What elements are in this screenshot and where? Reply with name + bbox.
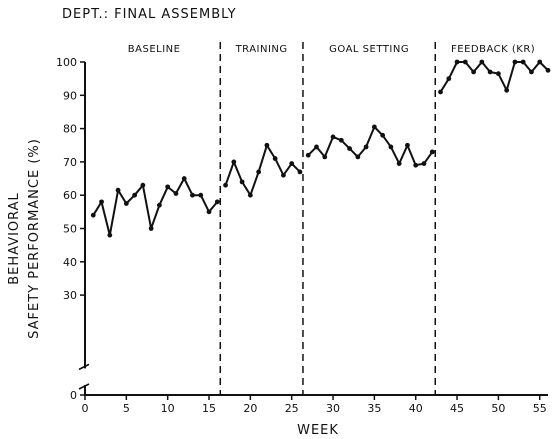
y-tick-label: 40 (63, 256, 77, 269)
x-tick-label: 15 (202, 402, 216, 415)
x-tick-label: 45 (450, 402, 464, 415)
y-tick-label: 50 (63, 223, 77, 236)
data-point (429, 149, 435, 155)
x-tick-label: 30 (326, 402, 340, 415)
data-point (545, 67, 551, 73)
data-point (99, 199, 104, 205)
y-axis-label: BEHAVIORAL SAFETY PERFORMANCE (%) (7, 138, 42, 339)
data-point (504, 87, 510, 93)
data-point (405, 142, 410, 148)
x-tick-label: 20 (243, 402, 257, 415)
data-point (314, 144, 319, 150)
axes: 0 5 10 15 20 25 30 35 40 45 50 55 0 30 40 50 60 70 80 90 100 (56, 56, 548, 415)
data-point (206, 209, 212, 215)
data-point (231, 159, 237, 165)
data-point (223, 182, 228, 188)
x-axis-label: WEEK (297, 423, 339, 438)
data-point (322, 154, 328, 160)
y-tick-label: 30 (63, 289, 77, 302)
data-point (347, 146, 352, 151)
x-tick-label: 5 (123, 402, 130, 415)
data-point (214, 199, 220, 205)
y-axis-label-line: BEHAVIORAL (7, 192, 22, 285)
data-point (256, 169, 262, 175)
phase-label: BASELINE (128, 44, 181, 55)
data-point (330, 134, 336, 140)
data-point (297, 169, 303, 175)
data-point (413, 162, 419, 168)
data-point (479, 59, 485, 65)
data-point (190, 192, 195, 198)
phase-boundaries (219, 42, 436, 395)
y-tick-label: 90 (63, 89, 77, 102)
data-point (181, 176, 187, 181)
data-point (239, 179, 245, 185)
data-point (90, 212, 96, 218)
data-point (157, 202, 162, 208)
data-point (264, 142, 270, 148)
y-tick-label: 70 (63, 156, 77, 169)
y-tick-label: 100 (56, 56, 77, 69)
series-line (92, 177, 219, 237)
data-point (421, 161, 427, 166)
x-tick-label: 10 (161, 402, 175, 415)
series-line (224, 144, 301, 197)
data-point (529, 69, 534, 75)
data-point (462, 59, 468, 65)
data-point (165, 184, 171, 190)
data-point (148, 226, 154, 231)
data-point (198, 192, 204, 198)
x-tick-label: 50 (491, 402, 505, 415)
y-axis-label-line: SAFETY PERFORMANCE (%) (27, 138, 42, 339)
data-point (115, 187, 121, 193)
x-tick-label: 35 (367, 402, 381, 415)
data-point (305, 152, 311, 158)
phase-label: TRAINING (235, 44, 288, 55)
data-point (123, 201, 129, 206)
y-tick-label: 80 (63, 123, 77, 136)
data-point (281, 172, 286, 178)
data-point (380, 132, 386, 138)
phase-label: FEEDBACK (KR) (451, 44, 535, 55)
axis-break-mark (78, 363, 90, 390)
data-series (90, 59, 551, 238)
data-point (355, 154, 361, 160)
x-tick-label: 0 (82, 402, 89, 415)
x-tick-label: 25 (285, 402, 299, 415)
y-tick-label: 60 (63, 189, 77, 202)
data-point (132, 192, 138, 198)
data-point (495, 71, 501, 77)
data-point (446, 76, 452, 82)
data-point (140, 182, 146, 188)
data-point (338, 137, 344, 143)
data-point (512, 59, 518, 65)
data-point (487, 69, 493, 75)
data-point (247, 192, 253, 198)
phase-labels: BASELINE TRAINING GOAL SETTING FEEDBACK (KR… (128, 44, 535, 55)
data-point (371, 124, 377, 130)
x-tick-label: 40 (409, 402, 423, 415)
data-point (272, 156, 278, 161)
data-point (289, 161, 295, 166)
series-line (307, 125, 434, 167)
data-point (438, 89, 443, 95)
data-point (363, 144, 369, 150)
phase-label: GOAL SETTING (329, 44, 409, 55)
data-point (471, 69, 476, 75)
y-tick-label: 0 (70, 389, 77, 402)
data-point (396, 161, 402, 166)
series-line (439, 61, 549, 93)
data-point (388, 144, 394, 150)
x-tick-label: 55 (533, 402, 547, 415)
data-point (107, 232, 113, 238)
data-point (173, 191, 179, 196)
data-point (520, 59, 526, 65)
data-point (454, 59, 460, 65)
data-point (537, 59, 543, 65)
chart-title: DEPT.: FINAL ASSEMBLY (62, 7, 237, 22)
